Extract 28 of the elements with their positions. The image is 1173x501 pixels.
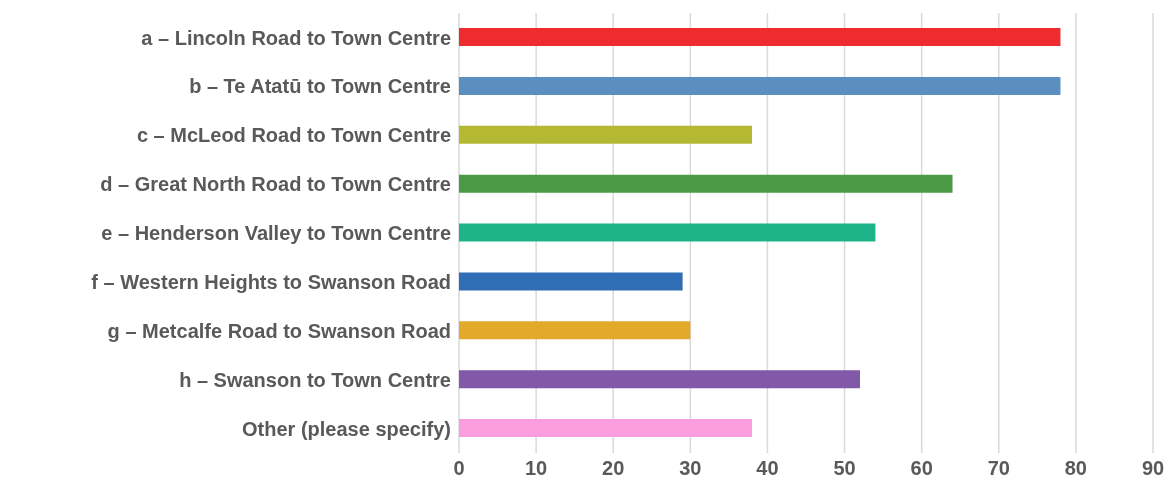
y-tick-label: d – Great North Road to Town Centre xyxy=(100,173,451,196)
x-tick-label: 90 xyxy=(1141,457,1165,480)
x-tick-label: 20 xyxy=(602,457,625,480)
bar xyxy=(459,321,691,340)
bar xyxy=(459,174,953,193)
y-tick-label: h – Swanson to Town Centre xyxy=(179,368,451,391)
x-tick-label: 80 xyxy=(1064,457,1088,480)
bar xyxy=(459,223,876,242)
y-tick-label: b – Te Atatū to Town Centre xyxy=(189,75,451,98)
bar xyxy=(459,28,1061,46)
x-tick-label: 0 xyxy=(453,457,465,480)
bar xyxy=(459,370,860,389)
x-tick-label: 60 xyxy=(910,457,933,480)
y-tick-label: c – McLeod Road to Town Centre xyxy=(136,124,451,147)
y-tick-label: f – Western Heights to Swanson Road xyxy=(91,270,451,293)
y-tick-label: Other (please specify) xyxy=(242,417,451,440)
x-tick-label: 30 xyxy=(679,457,702,480)
x-tick-label: 10 xyxy=(524,457,548,480)
bar xyxy=(459,76,1061,95)
y-tick-label: g – Metcalfe Road to Swanson Road xyxy=(107,319,451,342)
y-tick-label: a – Lincoln Road to Town Centre xyxy=(141,26,451,49)
y-tick-label: e – Henderson Valley to Town Centre xyxy=(101,222,451,245)
bar xyxy=(459,272,683,291)
x-tick-label: 40 xyxy=(756,457,779,480)
x-tick-label: 70 xyxy=(987,457,1010,480)
x-tick-label: 50 xyxy=(833,457,856,480)
bar xyxy=(459,419,753,438)
bar xyxy=(459,125,753,144)
